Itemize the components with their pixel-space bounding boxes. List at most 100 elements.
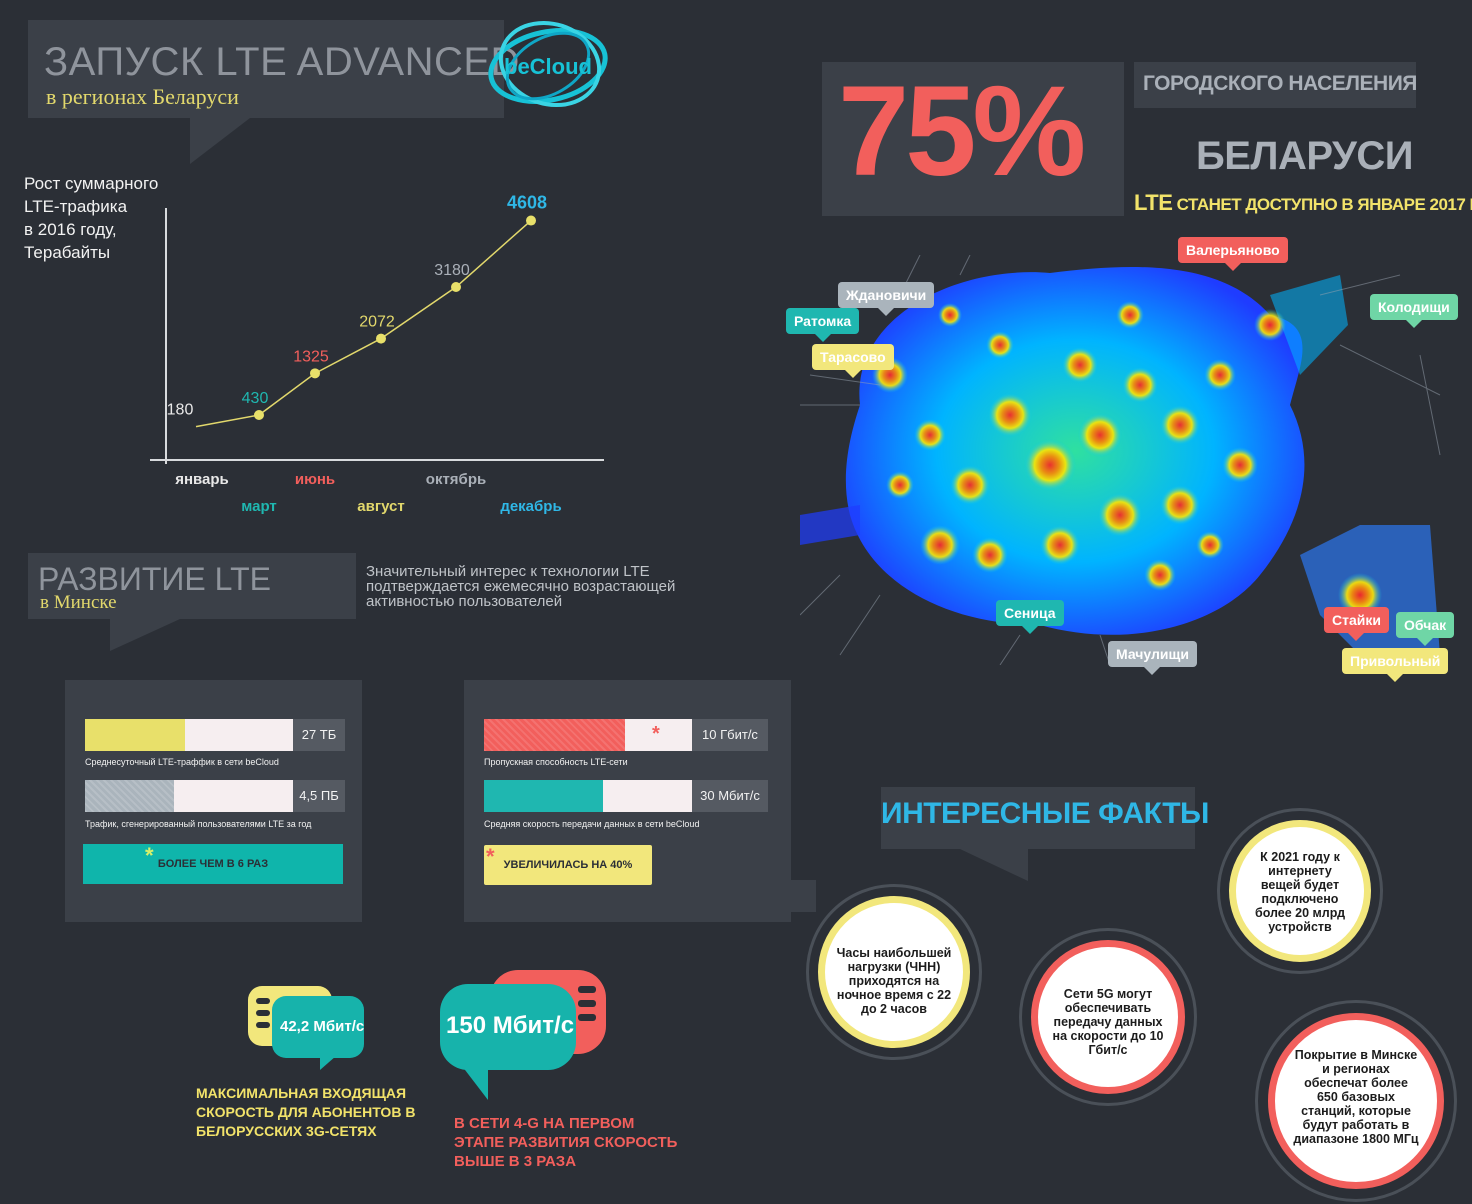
fact-circle-3-inner: [1229, 820, 1371, 962]
fact-text-2: Сети 5G могут обеспечивать передачу данн…: [1052, 987, 1164, 1057]
section-callout-pointer: [110, 619, 180, 651]
map-tag-zhdanovichi: Ждановичи: [838, 282, 935, 316]
fact-circle-1: [806, 884, 982, 1060]
map-tag-stayki: Стайки: [1324, 607, 1389, 641]
map-tag-obchak: Обчак: [1396, 612, 1455, 646]
fact-circle-2: [1019, 928, 1197, 1106]
annual-traffic-value: 4,5 ПБ: [293, 780, 345, 812]
title-callout-pointer: [190, 118, 250, 164]
annual-traffic-bar: [85, 780, 293, 812]
chart-value-label-декабрь: 4608: [507, 193, 547, 213]
increase-asterisk: *: [486, 844, 495, 869]
stat-country: БЕЛАРУСИ: [1196, 134, 1414, 178]
fact-circle-4: [1255, 1000, 1457, 1202]
stat-panel: [822, 62, 1124, 216]
chart-point-декабрь: [526, 215, 536, 226]
speed-bubble-pointer: [320, 1056, 336, 1070]
network-panel-inner: * 10 Гбит/с Пропускная способность LTE-с…: [464, 680, 791, 922]
growth-badge-text: БОЛЕЕ ЧЕМ В 6 РАЗ: [157, 858, 269, 870]
speed-4g-note: В СЕТИ 4-G НА ПЕРВОМ ЭТАПЕ РАЗВИТИЯ СКОР…: [454, 1115, 678, 1170]
page-title: ЗАПУСК LTE ADVANCED: [44, 40, 520, 84]
fact-text-3: К 2021 году к интернету вещей будет подк…: [1254, 850, 1346, 934]
speed-3g-note: МАКСИМАЛЬНАЯ ВХОДЯЩАЯ СКОРОСТЬ ДЛЯ АБОНЕ…: [196, 1085, 416, 1139]
growth-asterisk: *: [145, 843, 154, 868]
facts-panel: [881, 787, 1195, 849]
coverage-map: [799, 254, 1460, 666]
fact-circle-2-inner: [1031, 940, 1185, 1094]
stat-lte-word: LTE: [1134, 190, 1173, 215]
bandwidth-asterisk: *: [652, 723, 660, 745]
fact-circle-4-inner: [1268, 1013, 1444, 1189]
chart-value-label-октябрь: 3180: [434, 262, 470, 279]
speed4g-bubble-pointer: [462, 1066, 488, 1100]
map-tag-ratomka: Ратомка: [786, 308, 860, 342]
map-tag-senitsa: Сеница: [996, 600, 1064, 634]
section-title: РАЗВИТИЕ LTE: [38, 561, 271, 597]
fact-text-1: Часы наибольшей нагрузки (ЧНН) приходятс…: [836, 946, 952, 1016]
chart-point-август: [376, 333, 386, 344]
chart-value-label-июнь: 1325: [293, 348, 329, 365]
daily-traffic-bar: [85, 719, 293, 751]
map-tag-tarasovo: Тарасово: [812, 344, 894, 378]
increase-badge: УВЕЛИЧИЛАСЬ НА 40%: [484, 845, 652, 885]
avg-speed-bar: [484, 780, 692, 812]
chart-value-label-март: 430: [242, 390, 269, 407]
avg-speed-label: Средняя скорость передачи данных в сети …: [484, 819, 700, 829]
network-panel-connector: [790, 880, 816, 912]
section-lte-panel: [28, 553, 356, 619]
traffic-panel: 27 ТБ Среднесуточный LTE-траффик в сети …: [65, 680, 362, 922]
map-tag-machulishchi: Мачулищи: [1108, 641, 1197, 675]
bandwidth-label: Пропускная способность LTE-сети: [484, 757, 628, 767]
chart-category-label-январь: январь: [175, 471, 229, 488]
chart-point-июнь: [310, 368, 320, 379]
stat-heading: ГОРОДСКОГО НАСЕЛЕНИЯ: [1143, 72, 1417, 95]
chart-point-март: [254, 409, 264, 420]
page-subtitle: в регионах Беларуси: [46, 84, 239, 109]
annual-traffic-label: Трафик, сгенерированный пользователями L…: [85, 819, 312, 829]
speed4g-bubble-lines: [578, 986, 596, 1021]
section-subtitle: в Минске: [40, 592, 117, 613]
growth-badge: БОЛЕЕ ЧЕМ В 6 РАЗ: [83, 844, 343, 884]
chart-category-label-июнь: июнь: [295, 471, 335, 488]
fact-circle-1-inner: [818, 896, 970, 1048]
stat-availability-text: СТАНЕТ ДОСТУПНО В ЯНВАРЕ 2017 ГОДА: [1176, 195, 1472, 214]
map-tag-kolodishchi: Колодищи: [1370, 294, 1458, 328]
chart-category-label-октябрь: октябрь: [426, 471, 486, 488]
stat-percent: 75%: [838, 60, 1086, 203]
chart-series-line: [195, 219, 532, 428]
daily-traffic-value: 27 ТБ: [293, 719, 345, 751]
traffic-line-chart: 180 январь 430 март 1325 июнь 2072 август 3180 ок…: [150, 193, 604, 515]
speed-bubble-front: [272, 996, 364, 1058]
facts-title: ИНТЕРЕСНЫЕ ФАКТЫ: [881, 797, 1209, 830]
title-panel: [28, 20, 504, 118]
coverage-heatmap: [799, 254, 1441, 666]
speed4g-bubble-front: [440, 984, 576, 1070]
bandwidth-bar: *: [484, 719, 692, 751]
daily-traffic-fill: [85, 719, 185, 751]
speed-4g-value: 150 Мбит/с: [446, 1012, 575, 1039]
increase-badge-text: УВЕЛИЧИЛАСЬ НА 40%: [503, 859, 633, 871]
becloud-logo: beCloud: [478, 14, 618, 114]
speed-bubble-lines: [256, 998, 270, 1028]
fact-circle-3: [1217, 808, 1383, 974]
chart-category-label-декабрь: декабрь: [500, 498, 561, 515]
chart-category-label-август: август: [357, 498, 404, 515]
avg-speed-fill: [484, 780, 603, 812]
chart-point-октябрь: [451, 282, 461, 293]
chart-title: Рост суммарного LTE-трафика в 2016 году,…: [24, 174, 159, 262]
stat-availability: LTE СТАНЕТ ДОСТУПНО В ЯНВАРЕ 2017 ГОДА: [1134, 190, 1472, 216]
map-tag-privolny: Привольный: [1342, 648, 1449, 682]
bandwidth-value: 10 Гбит/с: [692, 719, 768, 751]
bandwidth-fill: [484, 719, 626, 751]
daily-traffic-label: Среднесуточный LTE-траффик в сети beClou…: [85, 757, 279, 767]
logo-text: beCloud: [504, 54, 592, 79]
chart-value-label-январь: 180: [167, 402, 194, 419]
chart-category-label-март: март: [241, 498, 277, 515]
section-description: Значительный интерес к технологии LTE по…: [366, 563, 676, 610]
map-tag-valeryanovo: Валерьяново: [1178, 237, 1288, 271]
stat-heading-panel: [1134, 62, 1416, 108]
avg-speed-value: 30 Мбит/с: [692, 780, 768, 812]
facts-callout-pointer: [960, 849, 1028, 881]
chart-value-label-август: 2072: [359, 314, 395, 331]
annual-traffic-fill: [85, 780, 175, 812]
